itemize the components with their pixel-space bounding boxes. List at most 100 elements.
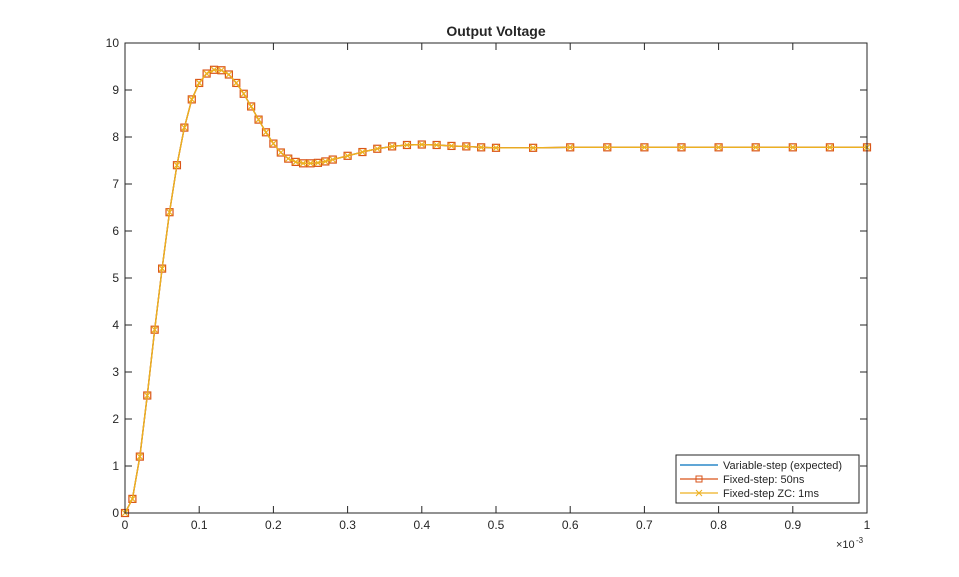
- data-point: [255, 116, 262, 124]
- x-tick-label: 0.2: [265, 518, 282, 532]
- data-point: [276, 148, 285, 157]
- x-tick-label: 0.5: [488, 518, 505, 532]
- legend-label: Fixed-step ZC: 1ms: [723, 488, 819, 500]
- data-point: [210, 66, 218, 74]
- data-point: [752, 143, 760, 151]
- x-tick-label: 0: [122, 518, 129, 532]
- x-axis: 0 0.1 0.2 0.3 0.4 0.5 0.6 0.7 0.8 0.9 1: [122, 43, 871, 532]
- data-point: [566, 143, 574, 151]
- data-point: [158, 265, 166, 273]
- data-point: [173, 161, 181, 169]
- series-line: [124, 69, 867, 514]
- data-point: [358, 147, 367, 157]
- data-point: [232, 78, 241, 88]
- data-point: [477, 143, 485, 151]
- data-point: [180, 124, 188, 132]
- data-point: [224, 70, 233, 79]
- data-point: [203, 70, 211, 77]
- data-point: [239, 89, 248, 98]
- y-tick-label: 9: [112, 83, 119, 97]
- y-tick-label: 0: [112, 506, 119, 520]
- y-tick-label: 6: [112, 224, 119, 238]
- legend: Variable-step (expected) Fixed-step: 50ns…: [675, 454, 860, 504]
- chart-title: Output Voltage: [446, 23, 545, 39]
- legend-item: Fixed-step ZC: 1ms: [680, 488, 819, 500]
- data-point: [188, 95, 196, 103]
- data-point: [329, 156, 337, 163]
- data-point: [314, 159, 322, 167]
- legend-item: Fixed-step: 50ns: [680, 474, 805, 486]
- data-point: [269, 140, 277, 148]
- data-point: [261, 128, 271, 137]
- y-axis: 0 1 2 3 4 5 6 7 8 9 10: [106, 36, 867, 520]
- legend-item: Variable-step (expected): [680, 460, 842, 472]
- data-point: [225, 71, 233, 78]
- data-point: [254, 115, 263, 124]
- data-point: [344, 152, 352, 160]
- x-tick-label: 0.6: [562, 518, 579, 532]
- data-point: [262, 128, 270, 136]
- data-point: [166, 208, 173, 216]
- y-tick-label: 7: [112, 177, 119, 191]
- data-point: [789, 143, 797, 151]
- data-point: [136, 453, 144, 461]
- data-point: [299, 159, 307, 167]
- data-point: [328, 155, 337, 164]
- data-point: [292, 158, 300, 166]
- y-tick-label: 5: [112, 271, 119, 285]
- series-3: [121, 66, 871, 517]
- data-point: [678, 143, 685, 151]
- plot-background: [125, 43, 867, 513]
- x-tick-label: 0.9: [784, 518, 801, 532]
- data-point: [603, 143, 611, 151]
- data-point: [218, 66, 225, 74]
- data-point: [826, 143, 834, 151]
- y-tick-label: 10: [106, 36, 120, 50]
- y-tick-label: 8: [112, 130, 119, 144]
- data-point: [640, 143, 648, 151]
- y-tick-label: 2: [112, 412, 119, 426]
- x-exponent-power: -3: [856, 536, 864, 545]
- data-point: [388, 142, 396, 150]
- data-point: [277, 149, 285, 156]
- x-tick-label: 0.1: [191, 518, 208, 532]
- x-tick-label: 0.7: [636, 518, 653, 532]
- data-point: [195, 79, 203, 87]
- legend-label: Fixed-step: 50ns: [723, 474, 805, 486]
- x-tick-label: 0.8: [710, 518, 727, 532]
- data-point: [187, 95, 196, 104]
- x-exponent-base: ×10: [836, 539, 855, 551]
- legend-marker: [695, 475, 703, 483]
- data-point: [448, 142, 455, 150]
- x-tick-label: 1: [864, 518, 871, 532]
- data-point: [284, 155, 292, 163]
- x-tick-label: 0.4: [413, 518, 430, 532]
- data-point: [240, 90, 248, 98]
- data-point: [128, 495, 136, 503]
- y-tick-label: 3: [112, 365, 119, 379]
- data-point: [715, 143, 723, 151]
- data-point: [418, 141, 426, 148]
- data-point: [321, 158, 329, 165]
- data-point: [492, 144, 500, 152]
- data-point: [462, 142, 470, 150]
- data-point: [359, 148, 366, 156]
- data-point: [529, 144, 537, 152]
- plot-area: [120, 42, 872, 518]
- x-axis-exponent: ×10 -3: [836, 536, 864, 551]
- data-point: [143, 392, 151, 399]
- data-point: [247, 103, 255, 110]
- data-point: [247, 102, 256, 111]
- data-point: [151, 326, 159, 334]
- legend-marker: [695, 489, 703, 497]
- y-tick-label: 1: [112, 459, 119, 473]
- data-point: [403, 141, 411, 149]
- data-point: [195, 78, 204, 88]
- data-point: [373, 145, 381, 153]
- data-point: [307, 159, 314, 167]
- legend-label: Variable-step (expected): [723, 460, 842, 472]
- x-tick-label: 0.3: [339, 518, 356, 532]
- y-tick-label: 4: [112, 318, 119, 332]
- data-point: [343, 151, 352, 160]
